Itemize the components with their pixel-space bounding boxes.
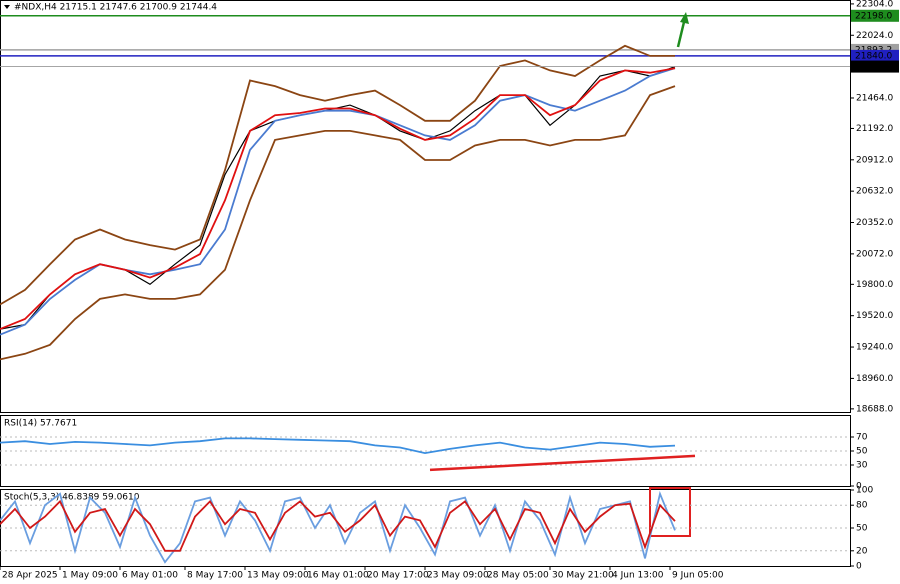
series-line [0, 437, 676, 455]
x-tick-label: 20 May 17:00 [367, 571, 429, 581]
arrow-shaft [676, 21, 686, 48]
y-tick-label: 21464.0 [856, 93, 893, 103]
y-tick-label: 20 [856, 546, 868, 556]
y-tick-label: 20352.0 [856, 218, 893, 228]
arrow-head [680, 12, 689, 24]
y-tick-label: 20912.0 [856, 155, 893, 165]
y-tick-label: 0 [856, 482, 862, 492]
current-price-tag [851, 60, 899, 73]
rsi-title: RSI(14) 57.7671 [4, 419, 77, 429]
x-tick-label: 1 May 09:00 [62, 571, 118, 581]
trendline [429, 454, 696, 472]
price-tag [851, 9, 899, 22]
x-tick-label: 28 May 05:00 [487, 571, 549, 581]
y-tick-label: 0 [856, 562, 862, 572]
x-tick-label: 16 May 01:00 [307, 571, 369, 581]
x-tick-label: 9 Jun 05:00 [672, 571, 724, 581]
series-line [0, 85, 676, 361]
y-tick-label: 50 [856, 447, 868, 457]
x-tick-label: 8 May 17:00 [187, 571, 243, 581]
main-panel [0, 0, 851, 413]
price-tag [851, 49, 899, 62]
y-tick-label: 19800.0 [856, 280, 893, 290]
y-tick-label: 70 [856, 433, 868, 443]
current-price-label: 21744.4 [855, 62, 892, 72]
signal-arrow [676, 12, 689, 48]
y-tick-label: 100 [856, 486, 873, 496]
x-tick-label: 6 May 01:00 [122, 571, 178, 581]
y-tick-label: 18688.0 [856, 404, 893, 414]
x-tick-label: 4 Jun 13:00 [612, 571, 664, 581]
y-tick-label: 19240.0 [856, 343, 893, 353]
menu-triangle [4, 5, 10, 9]
y-tick-label: 19520.0 [856, 311, 893, 321]
y-tick-label: 50 [856, 524, 868, 534]
chart-title: #NDX,H4 21715.1 21747.6 21700.9 21744.4 [14, 3, 217, 13]
y-tick-label: 18960.0 [856, 374, 893, 384]
y-tick-label: 20632.0 [856, 187, 893, 197]
y-tick-label: 22024.0 [856, 31, 893, 41]
series-line [0, 67, 676, 330]
price-tag-label: 21840.0 [855, 51, 892, 61]
y-tick-label: 20072.0 [856, 249, 893, 259]
y-tick-label: 30 [856, 461, 868, 471]
series-line [0, 44, 675, 306]
x-tick-label: 28 Apr 2025 [2, 571, 58, 581]
y-tick-label: 22304.0 [856, 0, 893, 9]
x-tick-label: 23 May 09:00 [427, 571, 489, 581]
y-tick-label: 21192.0 [856, 124, 893, 134]
highlight-box [649, 487, 691, 537]
stoch-title: Stoch(5,3,3) 46.8389 59.0610 [4, 493, 140, 503]
series-line [0, 499, 676, 552]
x-tick-label: 30 May 21:00 [552, 571, 614, 581]
y-tick-label: 80 [856, 501, 868, 511]
x-tick-label: 13 May 09:00 [247, 571, 309, 581]
price-tag-label: 22198.0 [855, 11, 892, 21]
